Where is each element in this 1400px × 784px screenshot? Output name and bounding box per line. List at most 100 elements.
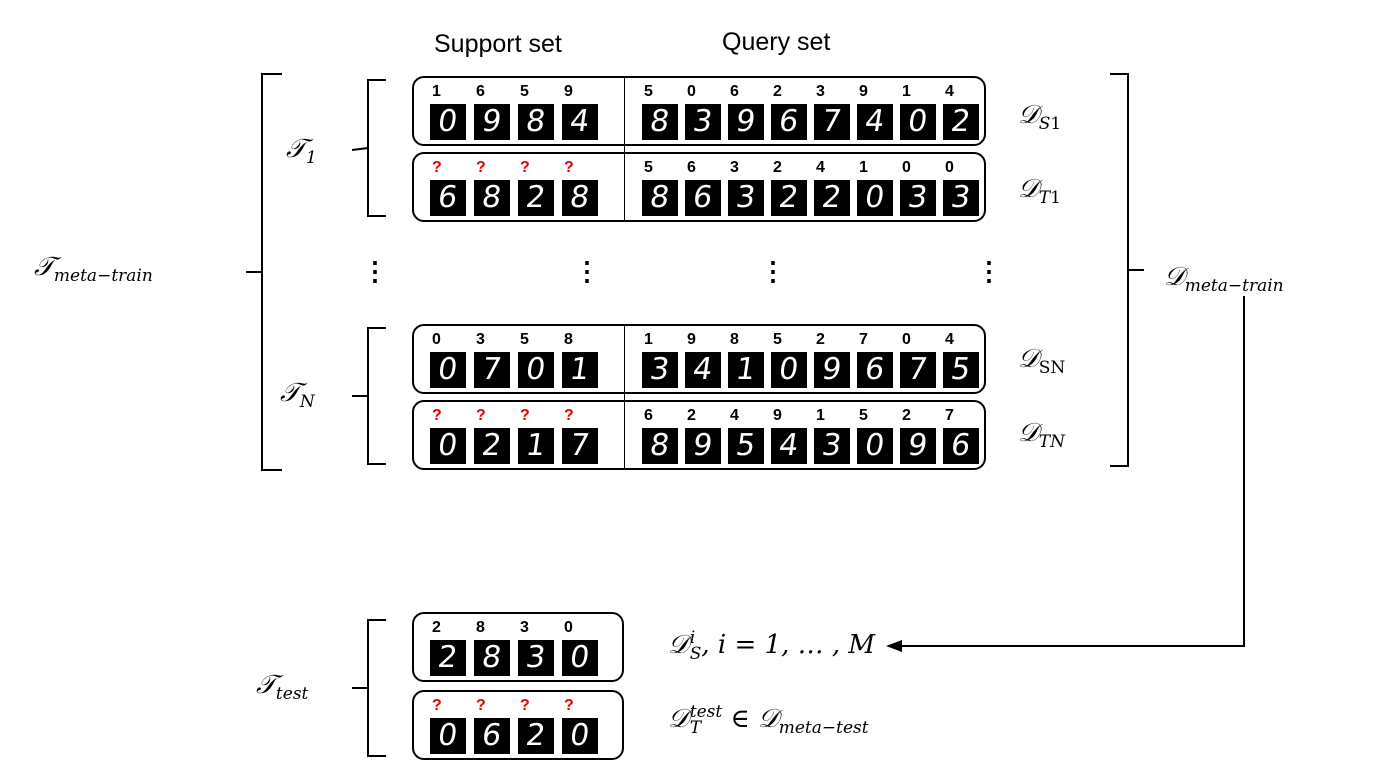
digit-glyph: 8	[648, 180, 673, 215]
digit-glyph: 0	[436, 428, 461, 463]
mnist-digit-image: 8	[642, 180, 678, 216]
digit-glyph: 8	[648, 104, 673, 139]
support-sample-4: ? 7	[562, 406, 598, 464]
mnist-digit-image: 4	[771, 428, 807, 464]
digit-glyph: 2	[524, 718, 549, 753]
mnist-digit-image: 0	[562, 718, 598, 754]
digit-glyph: 0	[906, 104, 931, 139]
test-task-label: 𝒯test	[256, 670, 309, 705]
query-label: 1	[644, 331, 653, 348]
query-label: 2	[816, 331, 825, 348]
mnist-digit-image: 4	[562, 104, 598, 140]
task-n-label: 𝒯N	[280, 378, 315, 413]
query-label: 4	[816, 159, 825, 176]
support-label: ?	[432, 159, 442, 176]
digit-glyph: 3	[691, 104, 716, 139]
query-label: 3	[816, 83, 825, 100]
query-label: 5	[859, 407, 868, 424]
target-row-1: ? 6? 8? 2? 8 5 8 6 6 3 3 2 2 4 2 1 0 0 3 0 3	[412, 152, 986, 222]
mnist-digit-image: 0	[430, 718, 466, 754]
test-query-row: ? 0? 6? 2? 0	[412, 690, 624, 760]
digit-glyph: 7	[820, 104, 845, 139]
query-label: 4	[730, 407, 739, 424]
support-label: ?	[476, 159, 486, 176]
query-label: 9	[687, 331, 696, 348]
support-label: ?	[564, 159, 574, 176]
ellipsis-query-column: ⋮	[760, 256, 786, 286]
support-sample-4: ? 8	[562, 158, 598, 216]
ellipsis-support-column: ⋮	[574, 256, 600, 286]
mnist-digit-image: 3	[900, 180, 936, 216]
test-task-brace	[352, 619, 386, 757]
digit-glyph: 3	[906, 180, 931, 215]
digit-glyph: 8	[648, 428, 673, 463]
mnist-digit-image: 6	[771, 104, 807, 140]
support-sample-2: ? 2	[474, 406, 510, 464]
arrow-head	[886, 640, 902, 652]
meta-train-task-label: 𝒯meta−train	[34, 252, 153, 287]
query-label: 1	[902, 83, 911, 100]
support-sample-3: ? 1	[518, 406, 554, 464]
support-sample-2: ? 6	[474, 696, 510, 754]
mnist-digit-image: 0	[430, 104, 466, 140]
mnist-digit-image: 9	[474, 104, 510, 140]
digit-glyph: 3	[734, 180, 759, 215]
mnist-digit-image: 8	[474, 640, 510, 676]
support-label: ?	[432, 697, 442, 714]
digit-glyph: 3	[524, 640, 549, 675]
meta-train-task-brace	[246, 73, 282, 471]
digit-glyph: 2	[949, 104, 974, 139]
digit-glyph: 8	[480, 180, 505, 215]
support-dataset-n-label: 𝒟SN	[1018, 344, 1066, 379]
query-label: 5	[644, 159, 653, 176]
mnist-digit-image: 3	[728, 180, 764, 216]
query-label: 9	[859, 83, 868, 100]
digit-glyph: 4	[568, 104, 593, 139]
digit-glyph: 9	[820, 352, 845, 387]
query-label: 5	[773, 331, 782, 348]
mnist-digit-image: 0	[857, 428, 893, 464]
task-1-brace	[351, 79, 386, 217]
meta-train-dataset-brace	[1110, 73, 1144, 467]
support-label: 8	[564, 331, 573, 348]
digit-glyph: 4	[777, 428, 802, 463]
support-label: ?	[520, 159, 530, 176]
digit-glyph: 0	[863, 428, 888, 463]
digit-glyph: 2	[777, 180, 802, 215]
task-n-brace	[352, 327, 386, 465]
query-label: 2	[902, 407, 911, 424]
mnist-digit-image: 2	[474, 428, 510, 464]
mnist-digit-image: 0	[771, 352, 807, 388]
mnist-digit-image: 4	[857, 104, 893, 140]
support-label: ?	[476, 407, 486, 424]
digit-glyph: 6	[480, 718, 505, 753]
mnist-digit-image: 2	[518, 180, 554, 216]
mnist-digit-image: 2	[518, 718, 554, 754]
digit-glyph: 9	[734, 104, 759, 139]
support-sample-2: ? 8	[474, 158, 510, 216]
support-sample-3: ? 2	[518, 158, 554, 216]
mnist-digit-image: 2	[814, 180, 850, 216]
